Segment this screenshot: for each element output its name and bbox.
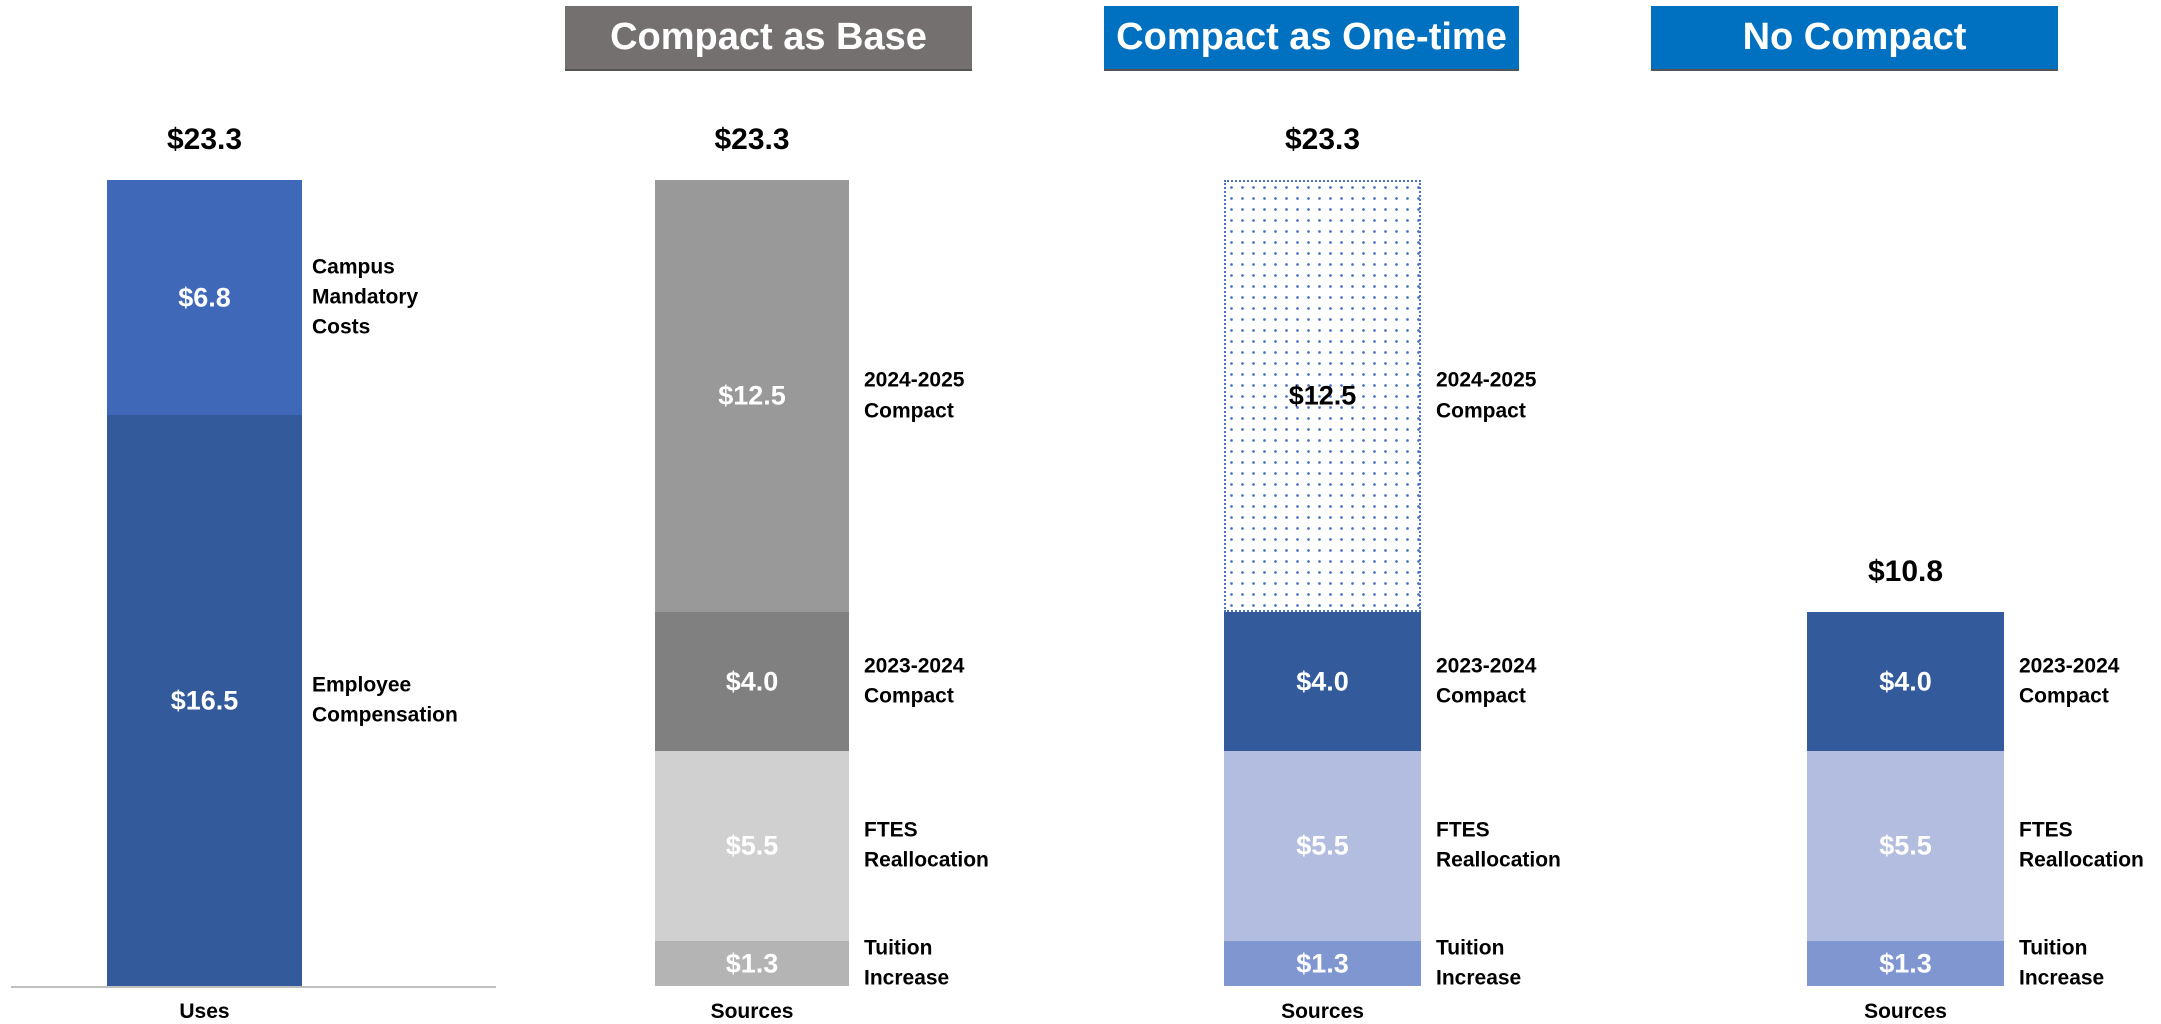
- bar-segment: [1224, 750, 1421, 942]
- segment-label: 2023-2024 Compact: [2019, 654, 2120, 708]
- segment-label: 2024-2025 Compact: [864, 368, 965, 423]
- bar-segment: [655, 180, 849, 613]
- chart-title: Compact as One-time: [1104, 6, 1519, 71]
- bar-segment: [1224, 941, 1421, 986]
- value-label: $12.5: [1288, 380, 1357, 411]
- total-label: $23.3: [714, 123, 790, 156]
- bar-segment: [655, 612, 849, 751]
- segment-label: Tuition Increase: [2019, 936, 2105, 990]
- bar-segment: [1807, 612, 2004, 751]
- bar-segment: [1807, 941, 2004, 986]
- segment-label: Employee Compensation: [312, 673, 458, 727]
- bar-segment: [1224, 180, 1421, 613]
- chart-title: Compact as Base: [565, 6, 972, 71]
- segment-label: FTES Reallocation: [864, 818, 989, 872]
- chart-title: No Compact: [1651, 6, 2058, 71]
- value-label: $1.3: [1296, 948, 1349, 978]
- value-label: $1.3: [725, 948, 779, 978]
- bar-segment: [1807, 750, 2004, 942]
- category-label: Sources: [710, 1000, 794, 1023]
- bar-segment: [107, 180, 302, 416]
- segment-label: 2024-2025 Compact: [1436, 368, 1537, 423]
- total-label: $23.3: [1284, 123, 1361, 156]
- total-label: $10.8: [1867, 555, 1944, 589]
- bar-segment: [655, 941, 849, 986]
- value-label: $16.5: [170, 685, 239, 716]
- value-label: $6.8: [178, 282, 231, 313]
- category-label: Sources: [1864, 1000, 1947, 1023]
- value-label: $4.0: [1879, 666, 1932, 697]
- segment-label: FTES Reallocation: [2019, 818, 2144, 872]
- bar-segment: [107, 415, 302, 986]
- value-label: $12.5: [718, 380, 786, 411]
- segment-label: Tuition Increase: [1436, 936, 1522, 990]
- segment-label: 2023-2024 Compact: [864, 654, 965, 708]
- bar-segment: [1224, 612, 1421, 751]
- value-label: $4.0: [1296, 666, 1349, 697]
- value-label: $4.0: [725, 666, 779, 697]
- value-label: $5.5: [1879, 830, 1932, 861]
- segment-label: FTES Reallocation: [1436, 818, 1561, 872]
- total-label: $23.3: [166, 123, 243, 156]
- value-label: $1.3: [1879, 948, 1932, 978]
- category-label: Uses: [179, 1000, 230, 1023]
- segment-label: Tuition Increase: [864, 936, 950, 990]
- segment-label: 2023-2024 Compact: [1436, 654, 1537, 708]
- value-label: $5.5: [725, 830, 779, 861]
- bar-segment: [655, 750, 849, 942]
- segment-label: Campus Mandatory Costs: [312, 254, 419, 339]
- category-label: Sources: [1281, 1000, 1364, 1023]
- baseline: [11, 986, 496, 988]
- value-label: $5.5: [1296, 830, 1349, 861]
